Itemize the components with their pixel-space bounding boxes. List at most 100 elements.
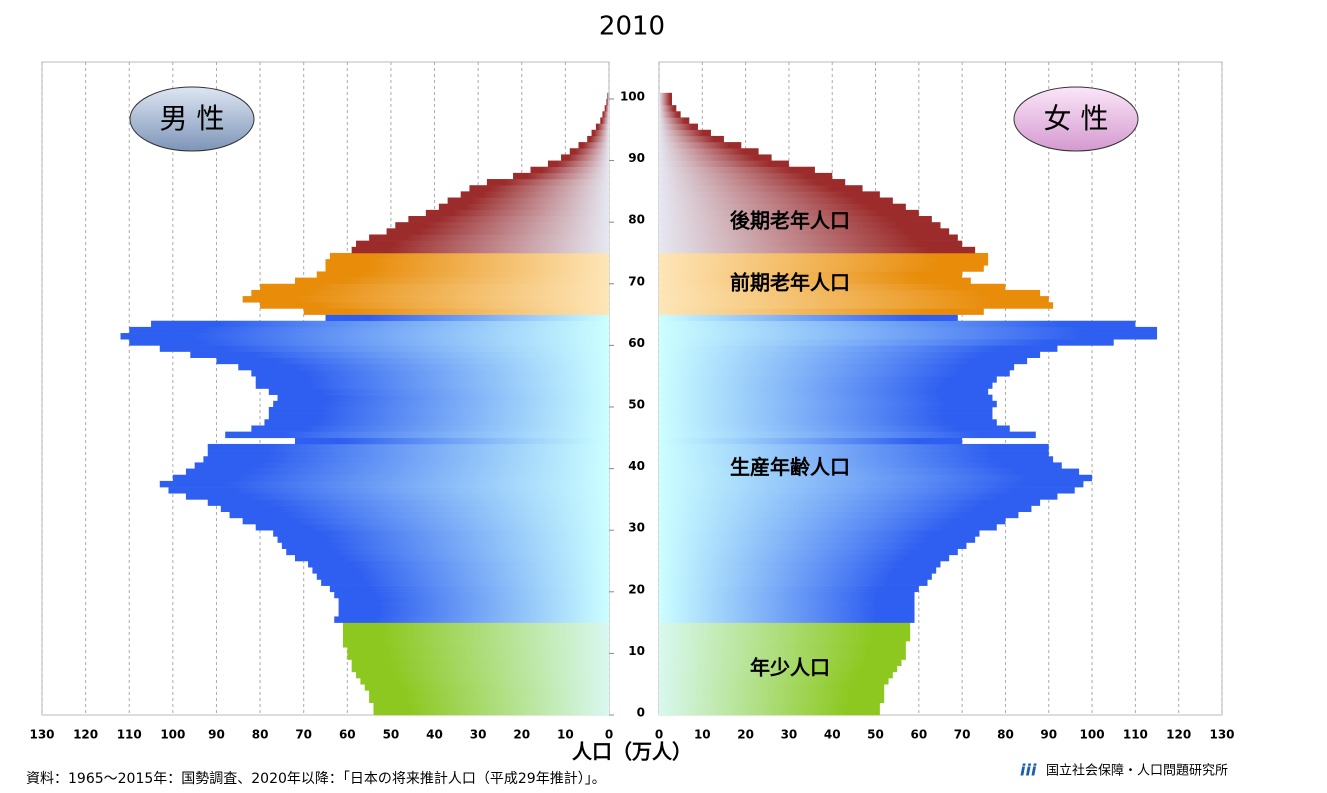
bar [486, 179, 609, 186]
x-tick-label: 70 [954, 728, 971, 742]
bar [659, 302, 1054, 309]
bar [159, 345, 609, 352]
bar [659, 567, 937, 574]
bar [273, 530, 609, 537]
bar [659, 216, 932, 223]
x-tick-label: 90 [1040, 728, 1057, 742]
y-tick-label: 50 [628, 397, 645, 411]
bar [438, 203, 609, 211]
bar [659, 185, 863, 192]
bar [308, 560, 609, 568]
bar [408, 216, 609, 223]
x-tick-label: 120 [73, 728, 98, 742]
bar [659, 135, 724, 143]
bar [659, 548, 958, 556]
bar [659, 708, 880, 716]
x-tick-label: 60 [910, 728, 927, 742]
x-tick-label: 30 [781, 728, 798, 742]
bar [659, 357, 1028, 365]
bar [659, 394, 993, 402]
bar [659, 585, 919, 593]
bar [659, 579, 928, 586]
x-tick-label: 40 [824, 728, 841, 742]
bar [242, 517, 609, 525]
bar [595, 123, 609, 131]
bar [659, 610, 915, 617]
bar [659, 573, 932, 580]
bar [356, 240, 609, 248]
bar [286, 548, 609, 556]
bar [659, 166, 815, 174]
bar [351, 665, 609, 673]
bar [281, 542, 609, 549]
bar [268, 413, 609, 420]
bar [351, 246, 609, 254]
y-tick-label: 90 [628, 151, 645, 165]
bar [659, 259, 989, 266]
bar [659, 234, 958, 241]
bar [659, 228, 950, 235]
y-tick-label: 70 [628, 274, 645, 288]
bar [659, 209, 919, 217]
bar [659, 160, 789, 168]
x-tick-label: 30 [470, 728, 487, 742]
bar [425, 209, 609, 217]
bar [530, 166, 609, 174]
band-label: 前期老年人口 [730, 270, 850, 294]
bar [659, 271, 963, 278]
bar [325, 314, 609, 322]
x-tick-label: 70 [295, 728, 312, 742]
bar [659, 308, 984, 315]
x-tick-label: 60 [339, 728, 356, 742]
bar [659, 98, 672, 106]
band-label: 後期老年人口 [730, 209, 850, 233]
bar [659, 406, 993, 414]
y-tick-label: 100 [620, 89, 645, 103]
bar [369, 234, 609, 241]
bar [207, 450, 609, 457]
bar [312, 567, 609, 574]
bar [659, 702, 880, 710]
bar [606, 98, 609, 106]
bar [659, 148, 759, 155]
y-tick-label: 20 [628, 582, 645, 596]
x-tick-label: 110 [117, 728, 142, 742]
bar [547, 160, 609, 168]
bar [659, 597, 915, 605]
bar [659, 517, 1006, 525]
bar [659, 665, 898, 673]
bar [659, 474, 1093, 482]
bar [659, 622, 911, 630]
bar [659, 536, 976, 543]
bar [659, 382, 993, 389]
bar [225, 431, 609, 439]
bar [659, 123, 698, 131]
bar [342, 622, 609, 630]
bar [185, 493, 609, 500]
bar [659, 505, 1032, 513]
x-tick-label: 40 [426, 728, 443, 742]
bar [659, 345, 1058, 352]
bar [369, 696, 609, 703]
bar [373, 708, 609, 716]
bar [185, 468, 609, 476]
bar [203, 456, 609, 463]
x-tick-label: 130 [29, 728, 54, 742]
chart-title: 2010 [599, 12, 665, 42]
bar [207, 443, 609, 451]
x-tick-label: 100 [160, 728, 185, 742]
bar [659, 616, 915, 623]
x-tick-label: 80 [252, 728, 269, 742]
bar [369, 690, 609, 697]
bar [338, 597, 609, 605]
bar [294, 437, 609, 445]
bar [659, 277, 971, 285]
bar [220, 505, 610, 513]
bar [329, 585, 609, 593]
bar [659, 179, 846, 186]
bar [277, 536, 609, 543]
bar [659, 333, 1158, 340]
bar [659, 129, 711, 137]
bar [294, 277, 609, 285]
